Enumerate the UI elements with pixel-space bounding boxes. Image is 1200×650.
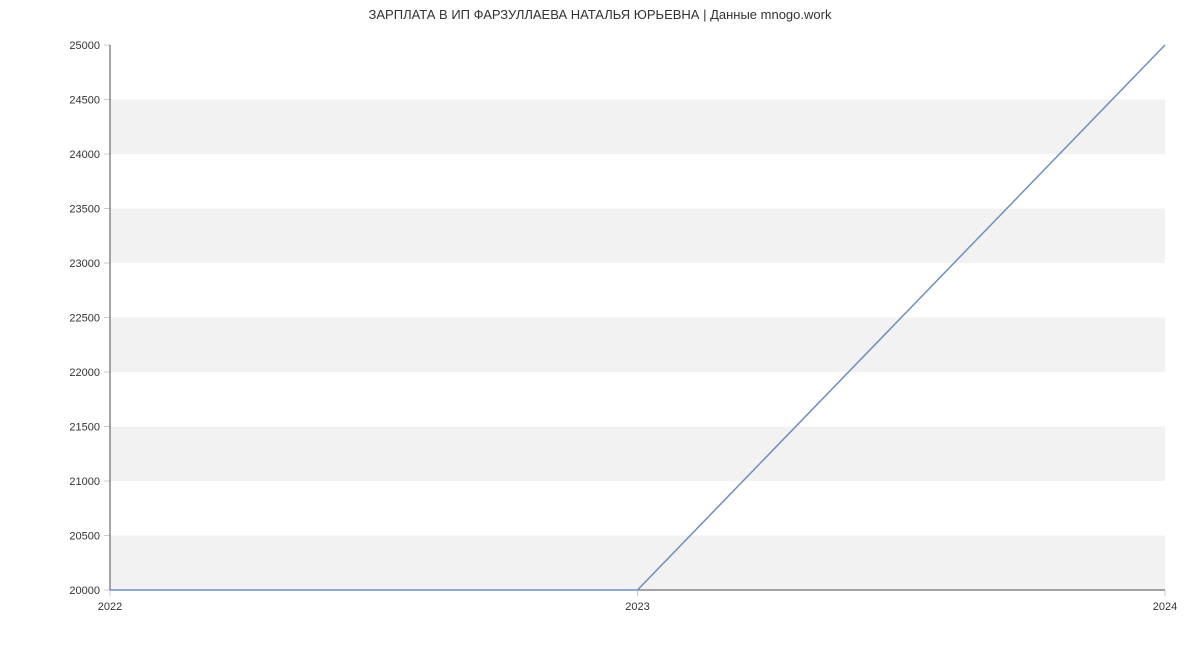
y-tick-label: 25000: [69, 40, 100, 52]
salary-line-chart: ЗАРПЛАТА В ИП ФАРЗУЛЛАЕВА НАТАЛЬЯ ЮРЬЕВН…: [0, 0, 1200, 650]
grid-band: [110, 536, 1165, 591]
grid-band: [110, 427, 1165, 482]
y-tick-label: 20500: [69, 531, 100, 543]
y-tick-label: 20000: [69, 585, 100, 597]
grid-band: [110, 209, 1165, 264]
y-tick-label: 24000: [69, 149, 100, 161]
chart-plot-svg: 20000 20500 21000 21500 22000 22500 23000 23500…: [0, 0, 1200, 650]
y-tick-label: 22000: [69, 367, 100, 379]
grid-band: [110, 318, 1165, 373]
grid-band: [110, 100, 1165, 155]
y-tick-label: 21000: [69, 476, 100, 488]
y-tick-label: 21500: [69, 422, 100, 434]
x-tick-label: 2022: [98, 601, 122, 613]
y-tick-label: 22500: [69, 313, 100, 325]
y-tick-label: 23000: [69, 258, 100, 270]
y-tick-label: 23500: [69, 204, 100, 216]
x-tick-label: 2024: [1153, 601, 1177, 613]
x-tick-label: 2023: [625, 601, 649, 613]
y-tick-label: 24500: [69, 95, 100, 107]
